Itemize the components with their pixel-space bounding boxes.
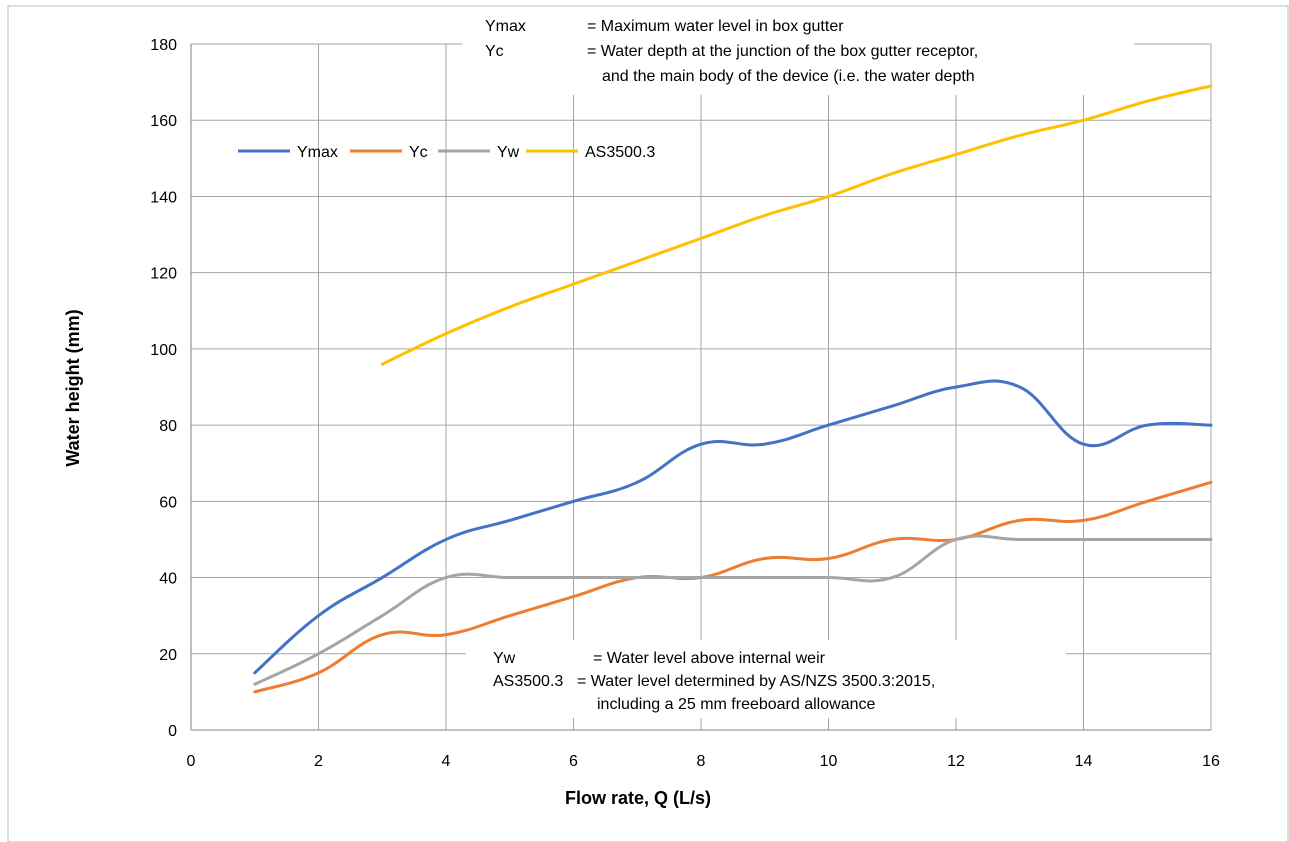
y-tick-label: 40 <box>159 571 177 588</box>
series-line-yc <box>253 480 1213 694</box>
legend-label-ymax: Ymax <box>297 144 338 161</box>
y-tick-label: 160 <box>150 113 177 130</box>
bottom-note-box <box>466 640 1066 718</box>
note-term-yc: Yc <box>485 43 504 60</box>
x-tick-label: 4 <box>442 753 451 770</box>
note-def-as3500-cont: including a 25 mm freeboard allowance <box>597 696 875 713</box>
y-tick-label: 100 <box>150 342 177 359</box>
y-tick-label: 180 <box>150 37 177 54</box>
x-tick-label: 12 <box>947 753 965 770</box>
series-line-as3500-3 <box>380 84 1213 366</box>
y-tick-label: 60 <box>159 494 177 511</box>
top-note-box <box>462 7 1134 95</box>
series-lines <box>253 84 1213 694</box>
legend: Ymax Yc Yw AS3500.3 <box>238 144 655 161</box>
legend-label-yw: Yw <box>497 144 520 161</box>
note-term-yw: Yw <box>493 650 516 667</box>
series-line-ymax <box>253 379 1213 675</box>
y-tick-label: 80 <box>159 418 177 435</box>
top-note: Ymax = Maximum water level in box gutter… <box>485 18 978 85</box>
legend-label-yc: Yc <box>409 144 428 161</box>
y-tick-label: 20 <box>159 647 177 664</box>
x-tick-label: 8 <box>697 753 706 770</box>
y-tick-labels: 0 20 40 60 80 100 120 140 160 180 <box>150 37 177 740</box>
x-tick-label: 10 <box>820 753 838 770</box>
y-axis-title: Water height (mm) <box>63 309 83 466</box>
x-tick-label: 6 <box>569 753 578 770</box>
note-def-yw: = Water level above internal weir <box>593 650 826 667</box>
note-term-as3500: AS3500.3 <box>493 673 563 690</box>
note-def-as3500: = Water level determined by AS/NZS 3500.… <box>577 673 935 690</box>
legend-label-as3500-3: AS3500.3 <box>585 144 655 161</box>
x-tick-label: 14 <box>1075 753 1093 770</box>
x-tick-label: 0 <box>187 753 196 770</box>
y-tick-label: 140 <box>150 189 177 206</box>
chart-frame <box>7 5 1289 842</box>
y-tick-label: 0 <box>168 723 177 740</box>
grid-lines <box>190 43 1212 731</box>
y-tick-label: 120 <box>150 266 177 283</box>
x-tick-label: 2 <box>314 753 323 770</box>
series-line-yw <box>253 534 1213 686</box>
note-def-yc: = Water depth at the junction of the box… <box>587 43 978 60</box>
x-axis-title: Flow rate, Q (L/s) <box>565 788 711 808</box>
note-def-ymax: = Maximum water level in box gutter <box>587 18 844 35</box>
x-tick-labels: 0 2 4 6 8 10 12 14 16 <box>187 753 1220 770</box>
note-term-ymax: Ymax <box>485 18 526 35</box>
x-tick-label: 16 <box>1202 753 1220 770</box>
bottom-note: Yw = Water level above internal weir AS3… <box>493 650 935 713</box>
note-def-yc-cont: and the main body of the device (i.e. th… <box>602 68 975 85</box>
